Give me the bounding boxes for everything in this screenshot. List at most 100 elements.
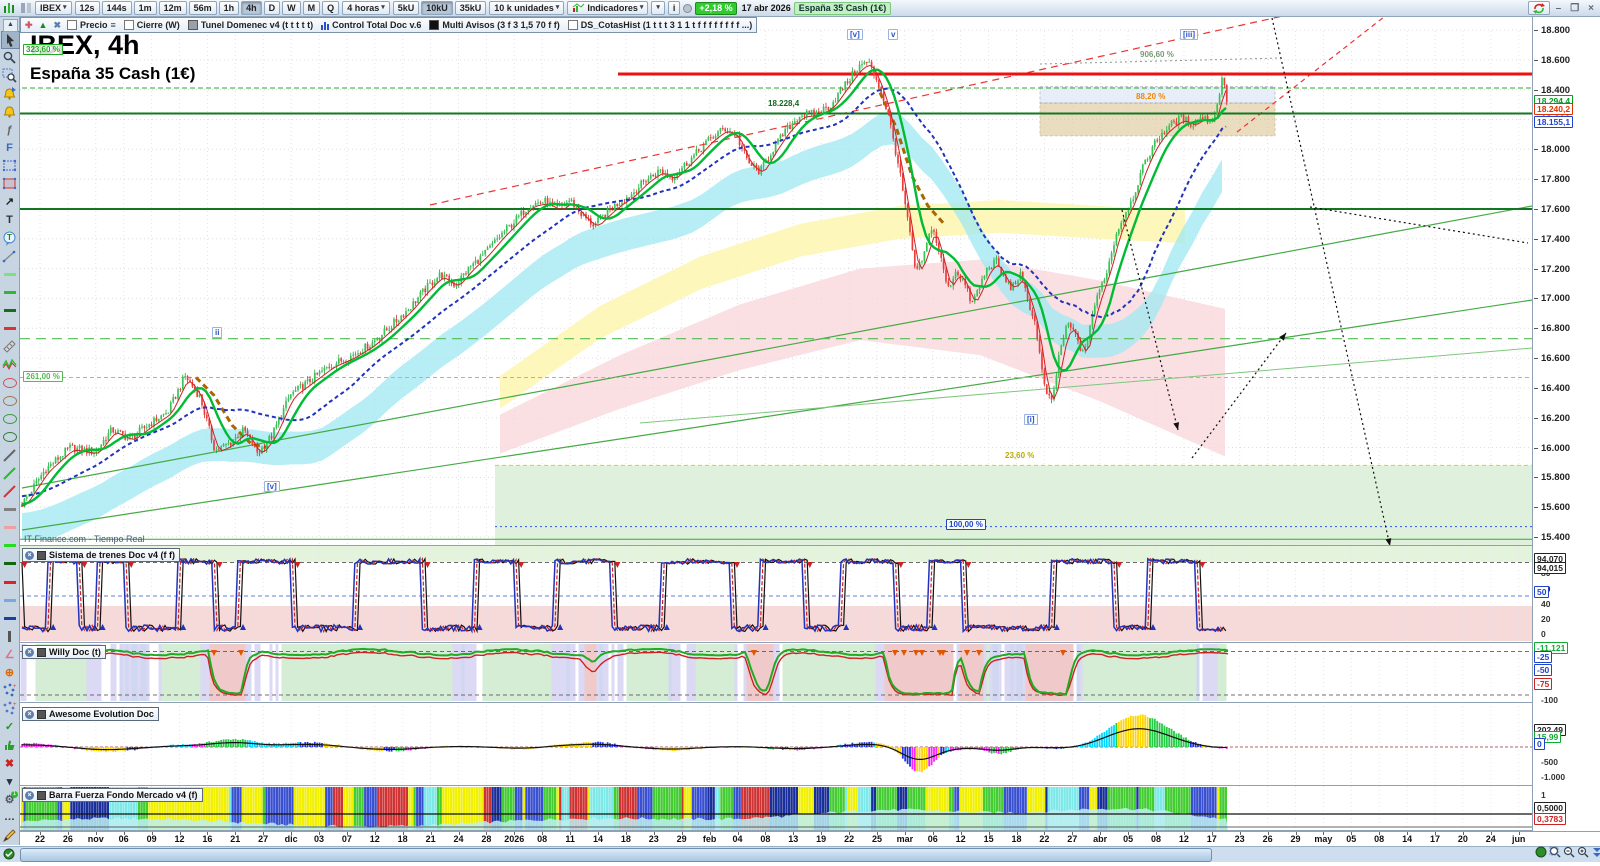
timeframe-W[interactable]: W xyxy=(282,1,301,15)
hline-dark-blue-tool[interactable] xyxy=(1,610,18,626)
series-item-1[interactable]: Cierre (W) xyxy=(124,20,180,30)
minimize-button[interactable]: – xyxy=(1553,3,1565,14)
delete-tool[interactable]: ✖ xyxy=(1,755,18,771)
timeframe-D[interactable]: D xyxy=(264,1,281,15)
timeframe-Q[interactable]: Q xyxy=(322,1,339,15)
ellipse-brown-tool[interactable] xyxy=(1,393,18,409)
ellipse-green-tool[interactable] xyxy=(1,411,18,427)
ruler-tool[interactable] xyxy=(1,339,18,355)
layout-icon[interactable] xyxy=(20,2,32,14)
pattern-tool[interactable] xyxy=(1,357,18,373)
close-button[interactable]: × xyxy=(1585,3,1597,14)
h-scrollbar[interactable] xyxy=(0,846,1600,862)
hline-gray-tool[interactable] xyxy=(1,502,18,518)
scrollbar-thumb[interactable] xyxy=(20,848,1212,862)
panel-header-willy-doc[interactable]: × Willy Doc (t) xyxy=(22,645,106,659)
collapse-legend-button[interactable]: ▲ xyxy=(3,19,18,32)
more-options[interactable]: … xyxy=(1,809,18,825)
more-tools-chevron[interactable]: ▾ xyxy=(1,773,18,789)
timeframe-12s[interactable]: 12s xyxy=(75,1,100,15)
close-icon[interactable]: × xyxy=(25,648,34,657)
draw-mode-tool[interactable] xyxy=(1,827,18,843)
refresh-button[interactable] xyxy=(1528,1,1550,15)
hline-green-tool[interactable] xyxy=(1,284,18,300)
series-item-0[interactable]: Precio≡ xyxy=(67,20,116,30)
checkbox-icon[interactable] xyxy=(568,20,578,30)
restore-button[interactable]: ❐ xyxy=(1567,3,1582,14)
zoom-area-tool[interactable] xyxy=(1,67,18,83)
series-item-4[interactable]: Multi Avisos (3 f 3 1,5 70 f f) xyxy=(429,20,559,30)
points-alt-tool[interactable]: + xyxy=(1,701,18,717)
timeframe-M[interactable]: M xyxy=(303,1,321,15)
line-green-tool[interactable] xyxy=(1,465,18,481)
confirm-tool[interactable]: ✓ xyxy=(1,719,18,735)
timeframe-select[interactable]: 4 horas▾ xyxy=(342,1,390,15)
info-button[interactable]: i xyxy=(668,1,681,15)
add-alert-tool[interactable] xyxy=(1,85,18,101)
series-item-2[interactable]: Tunel Domenec v4 (t t t t t) xyxy=(188,20,313,30)
panel-header-sistema-trenes[interactable]: × Sistema de trenes Doc v4 (f f) xyxy=(22,548,180,562)
zoom-in-button[interactable] xyxy=(1576,845,1589,859)
hline-dark-green-tool[interactable] xyxy=(1,303,18,319)
vline-tool[interactable] xyxy=(1,628,18,644)
select-rect-tool[interactable] xyxy=(1,158,18,174)
panel-header-awesome-evolution[interactable]: × Awesome Evolution Doc xyxy=(22,707,159,721)
close-icon[interactable]: × xyxy=(25,791,34,800)
hline-bright-green-tool[interactable] xyxy=(1,538,18,554)
fib-tool-b[interactable]: F xyxy=(1,140,18,156)
hline-red-tool[interactable] xyxy=(1,574,18,590)
text-tool[interactable]: T xyxy=(1,212,18,228)
line-red-tool[interactable] xyxy=(1,484,18,500)
units-select[interactable]: 10 k unidades▾ xyxy=(489,1,564,15)
cursor-tool[interactable] xyxy=(1,31,20,49)
series-item-5[interactable]: DS_CotasHist (1 t t t 3 1 1 t f f f f f … xyxy=(568,20,753,30)
angle-tool[interactable]: ∠ xyxy=(1,646,18,662)
list-icon[interactable]: ≡ xyxy=(111,20,116,30)
add-alert-icon[interactable]: ✚ xyxy=(25,20,33,31)
checkbox-icon[interactable] xyxy=(67,20,77,30)
checkbox-icon[interactable] xyxy=(124,20,134,30)
zoom-out-button[interactable] xyxy=(1562,845,1575,859)
unit-10kU[interactable]: 10kU xyxy=(421,1,453,15)
ellipse-dark-green-tool[interactable] xyxy=(1,429,18,445)
series-item-3[interactable]: Control Total Doc v.6 xyxy=(321,20,421,30)
zoom-tool[interactable] xyxy=(1,49,18,65)
cycle-tool[interactable]: ⊕ xyxy=(1,665,18,681)
fib-tool-a[interactable]: ƒ xyxy=(1,122,18,138)
timeframe-144s[interactable]: 144s xyxy=(102,1,132,15)
like-tool[interactable] xyxy=(1,737,18,753)
instrument-select[interactable]: IBEX▾ xyxy=(35,1,72,15)
line-gray-tool[interactable] xyxy=(1,447,18,463)
hline-red-short-tool[interactable] xyxy=(1,321,18,337)
segment-tool[interactable] xyxy=(1,248,18,264)
timeframe-56m[interactable]: 56m xyxy=(189,1,217,15)
zoom-fit-button[interactable] xyxy=(1534,845,1547,859)
dropdown-caret-button[interactable]: ▾ xyxy=(651,1,665,15)
unit-35kU[interactable]: 35kU xyxy=(455,1,487,15)
timeframe-1h[interactable]: 1h xyxy=(219,1,240,15)
price-axis[interactable]: 18.80018.60018.40018.20018.00017.80017.6… xyxy=(1532,17,1600,845)
chart-type-icon[interactable] xyxy=(3,2,17,14)
close-legend-icon[interactable]: ✖ xyxy=(53,20,61,31)
timeframe-1m[interactable]: 1m xyxy=(134,1,157,15)
settings-tool[interactable]: ⚙1 xyxy=(1,791,18,807)
timeframe-4h[interactable]: 4h xyxy=(241,1,262,15)
chart-canvas[interactable] xyxy=(20,0,1532,845)
ellipse-red-tool[interactable] xyxy=(1,375,18,391)
hline-light-blue-tool[interactable] xyxy=(1,592,18,608)
hline-light-green-tool[interactable] xyxy=(1,266,18,282)
panel-header-barra-fuerza[interactable]: × Barra Fuerza Fondo Mercado v4 (f) xyxy=(22,788,203,802)
trend-arrow-tool[interactable]: ↗ xyxy=(1,194,18,210)
indicators-button[interactable]: Indicadores▾ xyxy=(567,1,648,15)
alert-tool[interactable] xyxy=(1,103,18,119)
zoom-area-button[interactable] xyxy=(1548,845,1561,859)
scroll-down-button[interactable] xyxy=(1590,845,1600,859)
timeframe-12m[interactable]: 12m xyxy=(159,1,187,15)
hline-forest-tool[interactable] xyxy=(1,556,18,572)
hline-pink-tool[interactable] xyxy=(1,520,18,536)
points-tool[interactable]: + xyxy=(1,683,18,699)
close-icon[interactable]: × xyxy=(25,551,34,560)
up-arrow-icon[interactable]: ▲ xyxy=(39,20,48,30)
close-icon[interactable]: × xyxy=(25,710,34,719)
rect-drawing-tool[interactable] xyxy=(1,176,18,192)
